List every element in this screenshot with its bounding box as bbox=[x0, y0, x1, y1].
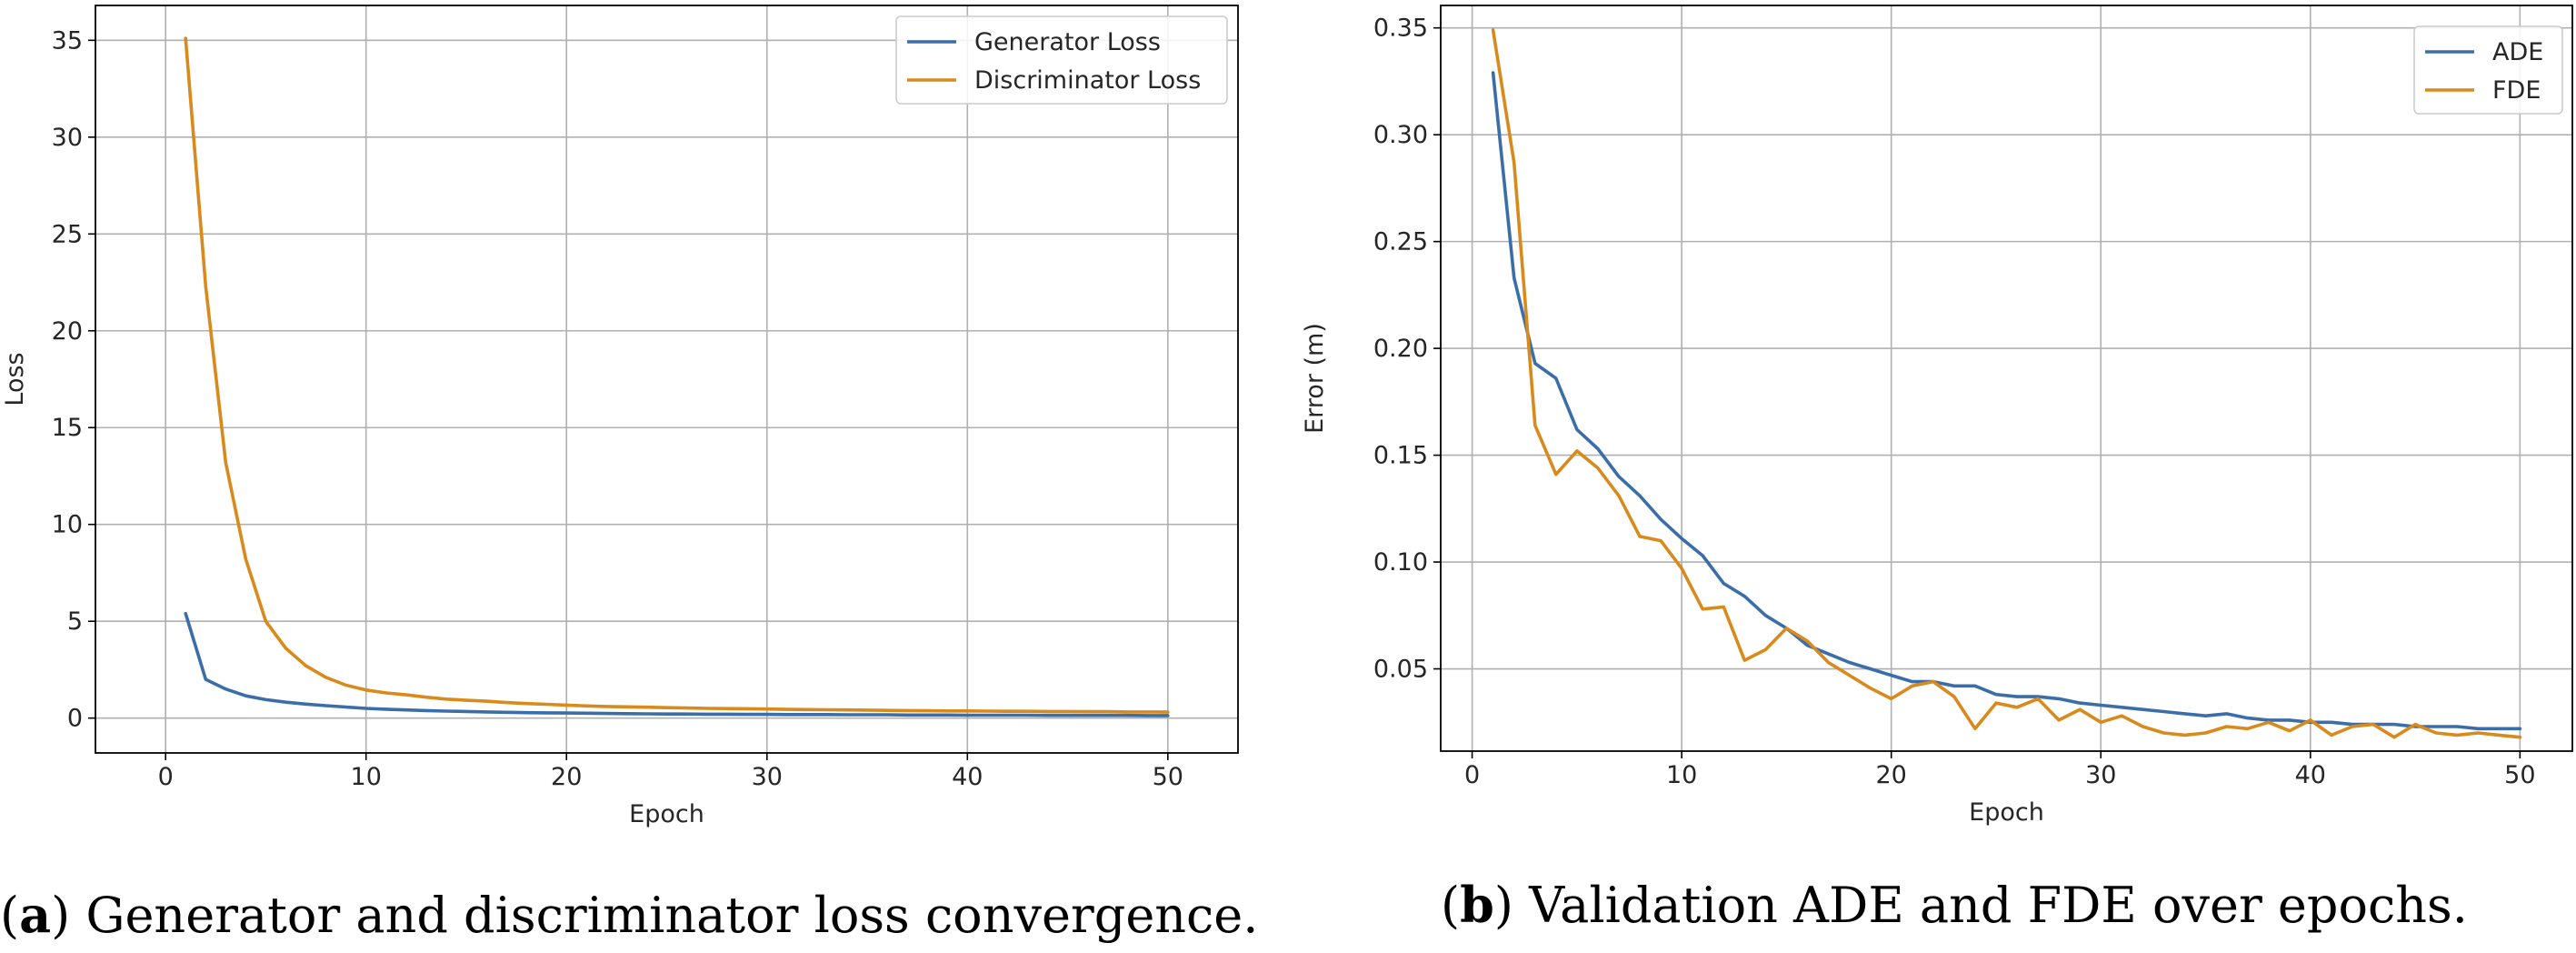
chart-error: 0 10 20 30 40 500.050.100.150.200.250.300.35 … bbox=[1301, 5, 2573, 827]
series-line-ade bbox=[1491, 71, 2522, 731]
y-tick-label: 0.20 bbox=[1373, 335, 1428, 363]
caption-a-text: Generator and discriminator loss converg… bbox=[70, 887, 1258, 944]
x-tick-label: 20 bbox=[551, 763, 582, 791]
chart-loss: 0 10 20 30 40 50 0 5 10 15 20 25 30 35 Epoch Loss Gen… bbox=[1, 5, 1239, 828]
series-group-error bbox=[1491, 28, 2522, 739]
series-line-fde bbox=[1491, 28, 2522, 739]
y-tick-label: 15 bbox=[52, 414, 83, 442]
x-tick-label: 30 bbox=[752, 763, 783, 791]
y-tick-label: 0.10 bbox=[1373, 548, 1428, 577]
y-tick-label: 30 bbox=[52, 124, 83, 152]
y-axis-label-error: Error (m) bbox=[1301, 323, 1329, 434]
legend-label-fde: FDE bbox=[2492, 76, 2541, 105]
plot-frame-loss bbox=[95, 5, 1239, 754]
series-line-generator-loss bbox=[184, 611, 1170, 717]
plot-frame-error bbox=[1440, 5, 2573, 752]
x-tick-label: 10 bbox=[1666, 761, 1697, 789]
legend-box bbox=[895, 15, 1228, 105]
caption-a: (a) Generator and discriminator loss con… bbox=[0, 886, 1258, 944]
x-axis-label-loss: Epoch bbox=[629, 800, 704, 828]
y-tick-label: 35 bbox=[52, 26, 83, 55]
series-group-loss bbox=[184, 36, 1170, 717]
y-tick-label: 0.35 bbox=[1373, 15, 1428, 43]
caption-b: (b) Validation ADE and FDE over epochs. bbox=[1441, 876, 2468, 934]
legend-loss: Generator Loss Discriminator Loss bbox=[895, 15, 1228, 105]
legend-label-ade: ADE bbox=[2492, 38, 2543, 66]
y-tick-label: 0.05 bbox=[1373, 656, 1428, 684]
grid-loss bbox=[95, 5, 1238, 753]
ticks-error: 0 10 20 30 40 50 0.05 0.10 0.15 0.20 0.25 0.30 0.35 bbox=[1373, 15, 2536, 789]
caption-b-label: b bbox=[1460, 876, 1494, 934]
x-tick-label: 20 bbox=[1876, 761, 1907, 789]
y-axis-label-loss: Loss bbox=[1, 352, 29, 406]
x-tick-label: 50 bbox=[1153, 763, 1183, 791]
caption-b-text: Validation ADE and FDE over epochs. bbox=[1513, 877, 2468, 934]
y-tick-label: 0.15 bbox=[1373, 442, 1428, 470]
grid-error bbox=[1441, 5, 2572, 751]
y-tick-label: 0.25 bbox=[1373, 228, 1428, 256]
legend-label-discriminator-loss: Discriminator Loss bbox=[974, 66, 1201, 95]
series-line-discriminator-loss bbox=[184, 36, 1170, 714]
y-tick-label: 20 bbox=[52, 317, 83, 346]
legend-box bbox=[2413, 25, 2563, 115]
x-tick-label: 0 bbox=[158, 763, 174, 791]
y-tick-label: 0 bbox=[67, 705, 83, 733]
y-tick-label: 10 bbox=[52, 511, 83, 539]
legend-label-generator-loss: Generator Loss bbox=[974, 28, 1161, 56]
legend-error: ADE FDE bbox=[2413, 25, 2563, 115]
y-tick-label: 5 bbox=[67, 607, 83, 636]
y-tick-label: 0.30 bbox=[1373, 121, 1428, 149]
x-tick-label: 40 bbox=[952, 763, 983, 791]
x-axis-label-error: Epoch bbox=[1969, 798, 2044, 827]
ticks-loss: 0 10 20 30 40 50 0 5 10 15 20 25 30 35 bbox=[52, 26, 1183, 791]
y-tick-label: 25 bbox=[52, 220, 83, 248]
x-tick-label: 10 bbox=[351, 763, 382, 791]
x-tick-label: 40 bbox=[2295, 761, 2326, 789]
x-tick-label: 0 bbox=[1464, 761, 1480, 789]
x-tick-label: 30 bbox=[2085, 761, 2116, 789]
caption-a-label: a bbox=[19, 886, 51, 944]
x-tick-label: 50 bbox=[2504, 761, 2535, 789]
